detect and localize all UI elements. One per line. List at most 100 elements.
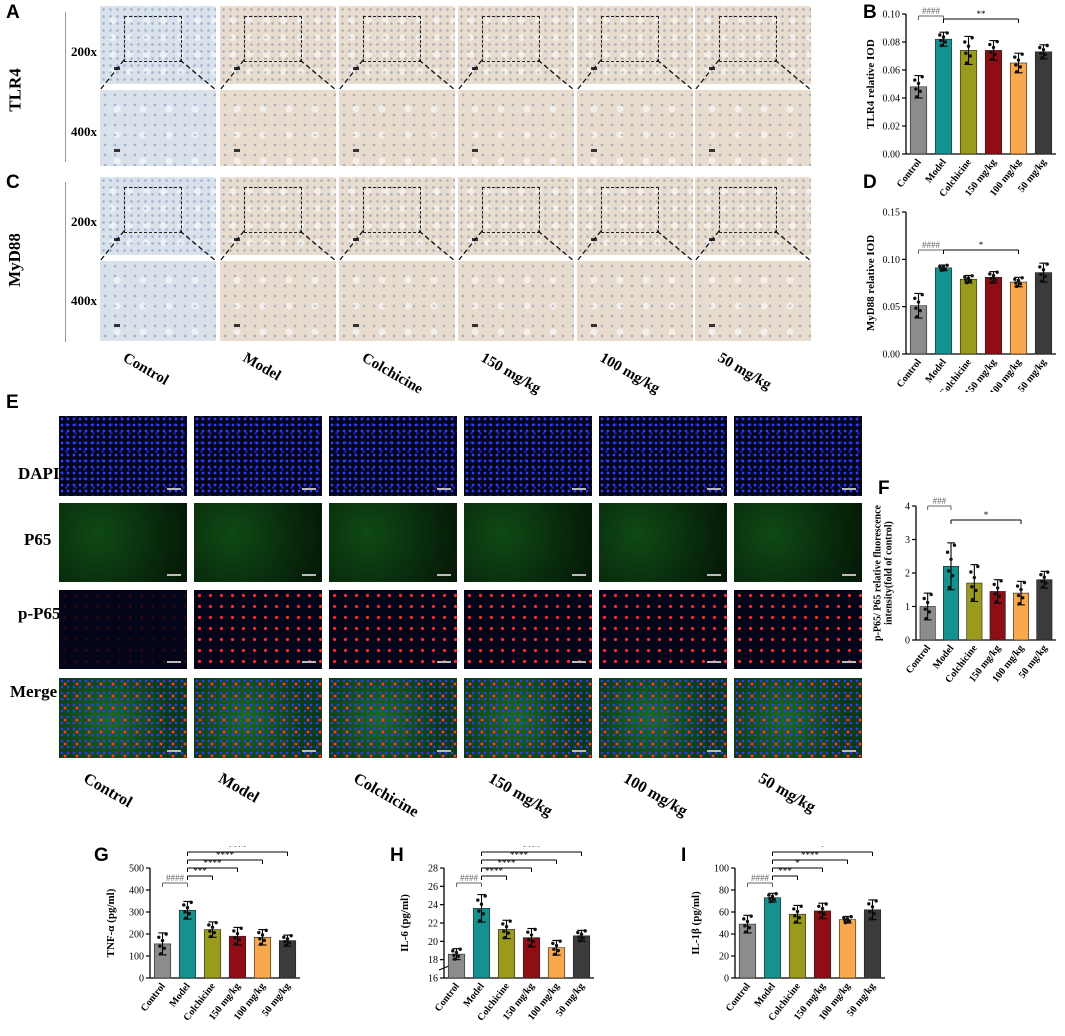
data-point (768, 899, 773, 904)
data-point (747, 925, 752, 930)
data-point (1013, 277, 1017, 281)
if-image-panel (59, 678, 187, 758)
data-point (529, 933, 534, 937)
data-point (554, 943, 559, 948)
data-point (920, 292, 924, 297)
ihc-image-panel (695, 177, 811, 255)
significance-label: ** (977, 9, 987, 19)
ihc-texture (458, 261, 574, 341)
data-point (792, 907, 796, 911)
if-column-label: 150 mg/kg (485, 770, 556, 821)
data-point (552, 952, 557, 957)
if-texture (194, 590, 322, 669)
data-point (1019, 587, 1023, 592)
ihc-image-panel (339, 90, 455, 166)
data-point (1016, 593, 1021, 598)
ihc-image-panel (339, 177, 455, 255)
data-point (824, 902, 828, 906)
y-tick-label: 2 (905, 569, 910, 580)
significance-label: **** (498, 858, 517, 868)
data-point (1022, 580, 1027, 585)
data-point (939, 38, 943, 43)
y-tick-label: 28 (428, 864, 438, 875)
data-point (1014, 70, 1019, 74)
data-point (283, 940, 287, 944)
data-point (1039, 572, 1043, 577)
data-point (793, 920, 798, 924)
ihc-image-panel (220, 6, 336, 84)
significance-label: **** (204, 858, 223, 868)
if-image-panel (734, 590, 862, 669)
scale-bar (472, 149, 478, 152)
x-tick-label: Control (433, 981, 462, 1014)
data-point (945, 263, 949, 267)
if-image-panel (194, 416, 322, 496)
data-point (745, 919, 750, 924)
data-point (502, 929, 506, 933)
if-image-panel (464, 416, 592, 496)
panel-letter-e: E (6, 392, 19, 413)
ihc-image-panel (577, 261, 693, 341)
y-tick-label: 16 (428, 974, 438, 985)
data-point (182, 903, 186, 907)
if-image-panel (194, 678, 322, 758)
data-point (1014, 281, 1018, 285)
ihc-image-panel (220, 177, 336, 255)
ihc-texture (100, 90, 216, 166)
bar (1009, 281, 1028, 355)
significance-label: * (984, 510, 989, 520)
data-point (476, 898, 480, 902)
data-point (920, 75, 924, 79)
if-column-label: 50 mg/kg (755, 770, 819, 817)
x-tick-label: Model (923, 357, 949, 385)
scale-bar (842, 488, 856, 490)
y-tick-label: 0.06 (883, 66, 901, 77)
mag-label-200x: 200x (71, 44, 97, 59)
y-tick-label: 0.05 (883, 302, 901, 313)
data-point (207, 923, 211, 927)
zoom-box (124, 187, 182, 233)
data-point (918, 89, 923, 93)
data-point (993, 592, 997, 596)
data-point (185, 905, 190, 910)
y-axis-label: IL-6 (pg/ml) (399, 894, 411, 952)
scale-bar (707, 661, 721, 663)
data-point (258, 942, 263, 946)
scale-bar (167, 574, 181, 576)
scale-bar (842, 574, 856, 576)
data-point (1040, 585, 1045, 589)
data-point (451, 949, 455, 953)
data-point (458, 947, 462, 951)
data-point (1016, 278, 1021, 283)
data-point (795, 909, 800, 914)
data-point (939, 266, 943, 271)
y-axis-label: IL-1β (pg/ml) (690, 891, 702, 955)
data-point (970, 597, 975, 602)
if-image-panel (599, 678, 727, 758)
data-point (994, 600, 998, 604)
y-tick-label: 0.00 (883, 150, 901, 161)
if-texture (194, 678, 322, 758)
data-point (257, 930, 261, 935)
if-image-panel (59, 416, 187, 496)
data-point (966, 276, 971, 280)
data-point (454, 950, 459, 955)
mag-label-400x: 400x (71, 293, 97, 308)
panel-letter-f: F (878, 478, 890, 499)
ihc-image-panel (100, 90, 216, 166)
scale-bar (591, 324, 597, 327)
y-tick-label: 0.00 (883, 350, 901, 361)
ihc-image-panel (458, 90, 574, 166)
data-point (1043, 52, 1048, 57)
data-point (772, 897, 777, 902)
significance-label: **** (510, 850, 529, 860)
data-point (767, 893, 771, 897)
chart-tnf-alpha: TNF-α (pg/ml) 0 100 200 300 400 500 Control Mode… (105, 846, 300, 1023)
significance-label: **** (523, 846, 542, 852)
ihc-image-panel (339, 261, 455, 341)
data-point (872, 912, 877, 916)
if-image-panel (734, 678, 862, 758)
data-point (922, 596, 926, 601)
chart-pp65-p65-ratio: p-P65/ P65 relative fluorescenceintensit… (873, 496, 1056, 685)
data-point (924, 616, 928, 621)
